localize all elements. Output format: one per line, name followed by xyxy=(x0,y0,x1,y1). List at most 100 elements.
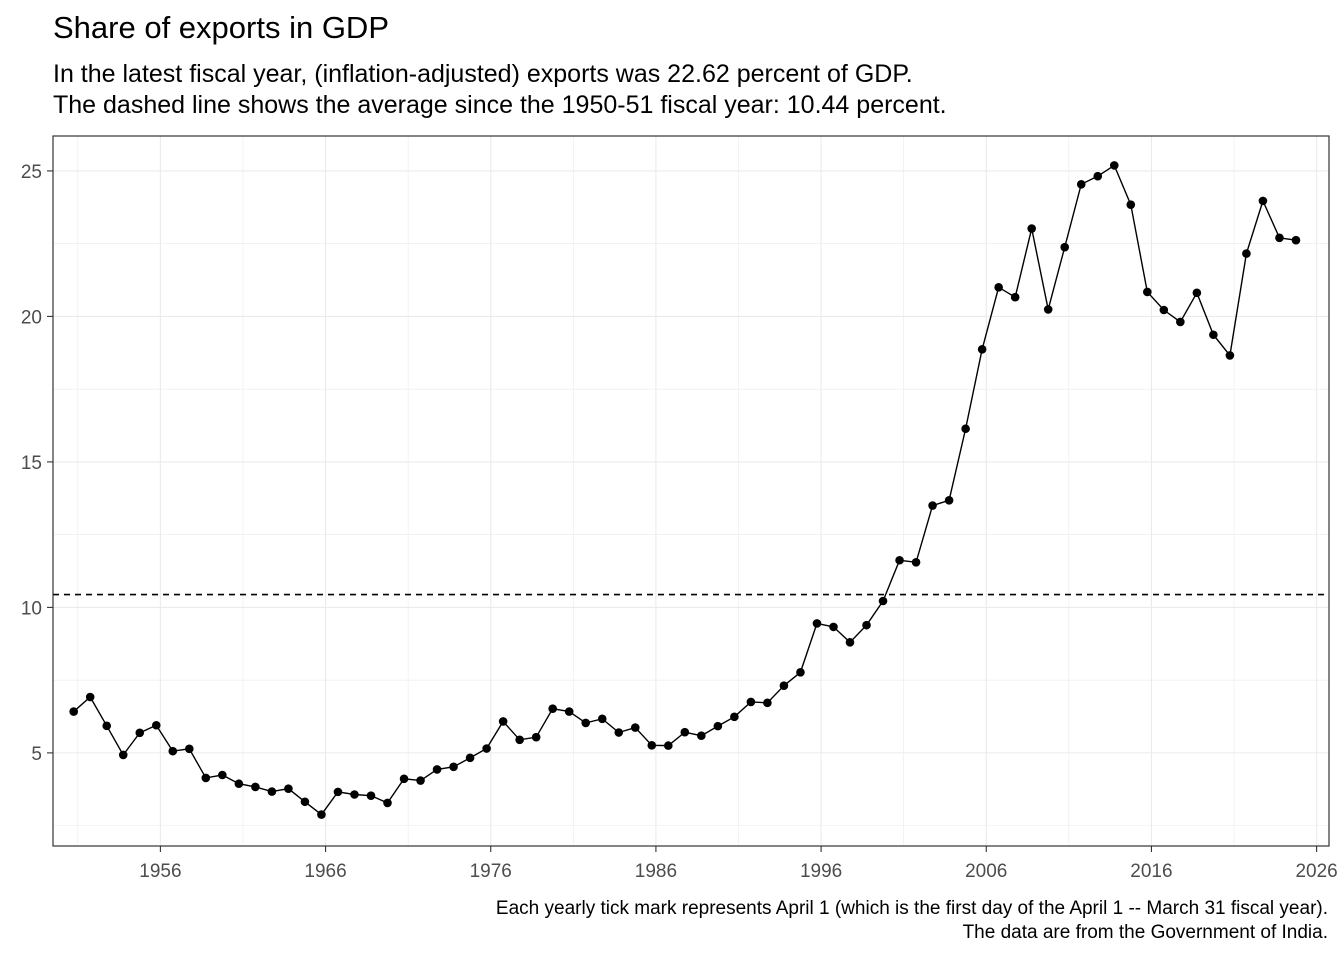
data-point xyxy=(895,555,904,565)
data-point xyxy=(1143,287,1152,297)
data-point xyxy=(267,787,277,796)
data-point xyxy=(548,704,557,713)
data-point xyxy=(69,707,78,716)
data-point xyxy=(416,776,425,785)
data-point xyxy=(1209,330,1218,340)
data-point xyxy=(201,773,211,783)
minor-gridlines xyxy=(53,136,1329,846)
data-point xyxy=(977,344,987,354)
chart-subtitle-line-2: The dashed line shows the average since … xyxy=(53,91,947,119)
x-tick-label: 1986 xyxy=(635,861,677,882)
data-points xyxy=(69,161,1301,819)
data-point xyxy=(779,681,789,690)
data-point xyxy=(581,718,591,728)
data-point xyxy=(399,774,409,784)
data-point xyxy=(1258,196,1268,206)
y-tick-label: 25 xyxy=(21,162,42,183)
data-point xyxy=(168,746,178,756)
data-point xyxy=(531,732,541,742)
y-axis: 5 10 15 20 25 xyxy=(21,162,53,765)
chart-title: Share of exports in GDP xyxy=(53,10,389,45)
x-tick-label: 1996 xyxy=(800,861,842,882)
data-point xyxy=(713,721,723,731)
x-tick-label: 2026 xyxy=(1295,861,1337,882)
data-point xyxy=(597,714,607,724)
data-point xyxy=(746,697,756,707)
data-point xyxy=(1043,305,1053,314)
data-point xyxy=(564,707,574,716)
data-point xyxy=(1126,200,1136,209)
data-point xyxy=(1027,224,1036,233)
data-point xyxy=(482,744,491,753)
data-point xyxy=(829,622,838,632)
data-point xyxy=(1093,171,1103,181)
data-point xyxy=(763,698,772,708)
data-point xyxy=(284,784,293,793)
chart-caption-line-1: Each yearly tick mark represents April 1… xyxy=(495,898,1328,919)
data-point xyxy=(994,283,1003,292)
data-point xyxy=(383,798,392,808)
x-tick-label: 2006 xyxy=(965,861,1007,882)
data-point xyxy=(928,501,937,510)
chart-subtitle-line-1: In the latest fiscal year, (inflation-ad… xyxy=(53,60,913,88)
data-point xyxy=(730,712,739,722)
x-tick-label: 1956 xyxy=(139,861,181,882)
data-point xyxy=(878,596,888,606)
y-tick-label: 20 xyxy=(21,307,42,328)
data-point xyxy=(85,692,95,702)
data-point xyxy=(812,619,822,628)
data-point xyxy=(961,424,970,434)
data-point xyxy=(944,496,954,505)
data-point xyxy=(185,744,194,754)
data-point xyxy=(1242,249,1251,258)
data-point xyxy=(102,721,112,731)
y-tick-label: 5 xyxy=(31,744,42,765)
data-point xyxy=(350,790,359,799)
data-point xyxy=(251,782,260,792)
data-point xyxy=(333,787,343,797)
data-point xyxy=(614,728,624,737)
data-point xyxy=(449,762,458,772)
data-point xyxy=(647,741,657,750)
data-point xyxy=(234,779,244,789)
data-point xyxy=(911,557,921,567)
chart-caption-line-2: The data are from the Government of Indi… xyxy=(962,922,1328,943)
data-point xyxy=(1076,180,1086,189)
data-point xyxy=(218,770,227,780)
data-point xyxy=(862,620,871,630)
data-point xyxy=(796,667,805,677)
plot-panel-border xyxy=(52,135,1330,847)
x-tick-label: 2016 xyxy=(1130,861,1172,882)
x-axis: 1956 1966 1976 1986 1996 2006 2016 2026 xyxy=(139,846,1338,882)
major-gridlines xyxy=(53,136,1329,846)
data-point xyxy=(1060,242,1070,252)
data-point xyxy=(630,723,640,732)
data-point xyxy=(300,797,310,807)
data-point xyxy=(498,717,508,726)
data-point xyxy=(845,638,855,647)
x-tick-label: 1966 xyxy=(304,861,346,882)
data-point xyxy=(465,753,475,763)
data-point xyxy=(1109,161,1119,170)
data-point xyxy=(317,810,326,819)
data-point xyxy=(151,720,161,730)
y-tick-label: 15 xyxy=(21,453,42,474)
x-tick-label: 1976 xyxy=(470,861,512,882)
data-point xyxy=(135,728,145,738)
data-point xyxy=(118,750,128,760)
data-point xyxy=(1176,317,1185,327)
data-point xyxy=(1225,351,1235,360)
y-tick-label: 10 xyxy=(21,598,42,619)
data-point xyxy=(1159,305,1169,315)
series-line xyxy=(73,164,1297,816)
data-point xyxy=(1291,235,1301,245)
data-point xyxy=(1192,288,1202,298)
data-point xyxy=(664,741,673,750)
data-point xyxy=(432,765,442,774)
data-point xyxy=(515,735,524,745)
data-point xyxy=(1275,233,1284,243)
data-point xyxy=(680,727,690,737)
data-point xyxy=(366,791,376,800)
data-point xyxy=(697,731,706,741)
